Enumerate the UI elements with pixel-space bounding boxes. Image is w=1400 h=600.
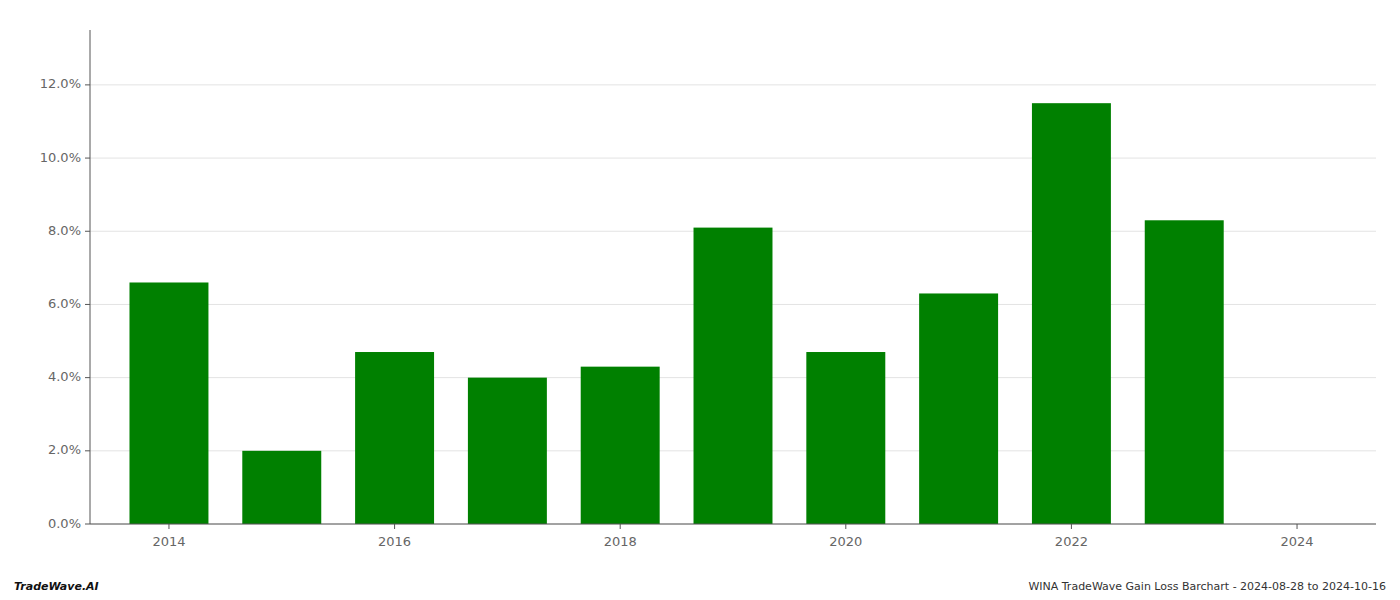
y-tick-label: 10.0% [40,150,81,165]
y-tick [85,524,90,525]
bar [806,352,885,524]
bar [468,378,547,524]
bar [242,451,321,524]
x-tick-label: 2014 [152,534,185,549]
bar [355,352,434,524]
bars [129,103,1223,524]
x-tick-label: 2024 [1280,534,1313,549]
grid-line [90,84,1376,85]
grid-line [90,524,1376,525]
y-tick-label: 6.0% [48,296,81,311]
y-tick-label: 8.0% [48,223,81,238]
x-axis-line [90,524,1376,525]
footer-left: TradeWave.AI [14,580,99,593]
footer-right: WINA TradeWave Gain Loss Barchart - 2024… [1028,580,1386,593]
y-axis-line [90,30,91,524]
chart-container: 0.0% 2.0% 4.0% 6.0% 8.0% 10.0% 12.0% 2014 2016 20… [0,0,1400,600]
x-tick [168,524,169,529]
y-tick-label: 0.0% [48,516,81,531]
axes: 0.0% 2.0% 4.0% 6.0% 8.0% 10.0% 12.0% 2014 2016 20… [40,30,1376,549]
bar [1032,103,1111,524]
footer: TradeWave.AI WINA TradeWave Gain Loss Bar… [14,580,1386,593]
x-tick-label: 2016 [378,534,411,549]
x-tick-label: 2022 [1055,534,1088,549]
y-tick-label: 2.0% [48,442,81,457]
chart-svg: 0.0% 2.0% 4.0% 6.0% 8.0% 10.0% 12.0% 2014 2016 20… [0,0,1400,600]
x-tick-label: 2020 [829,534,862,549]
bar [129,282,208,524]
x-tick [1297,524,1298,529]
y-tick [85,84,90,85]
y-tick-label: 12.0% [40,76,81,91]
x-tick [1071,524,1072,529]
x-tick [394,524,395,529]
x-tick [845,524,846,529]
y-tick [85,158,90,159]
y-tick [85,304,90,305]
y-tick [85,450,90,451]
grid [90,85,1376,524]
bar [919,293,998,524]
y-tick [85,377,90,378]
x-tick [620,524,621,529]
bar [694,228,773,524]
bar [581,367,660,524]
x-tick-label: 2018 [604,534,637,549]
bar [1145,220,1224,524]
y-tick [85,231,90,232]
y-tick-label: 4.0% [48,369,81,384]
grid-line [90,158,1376,159]
